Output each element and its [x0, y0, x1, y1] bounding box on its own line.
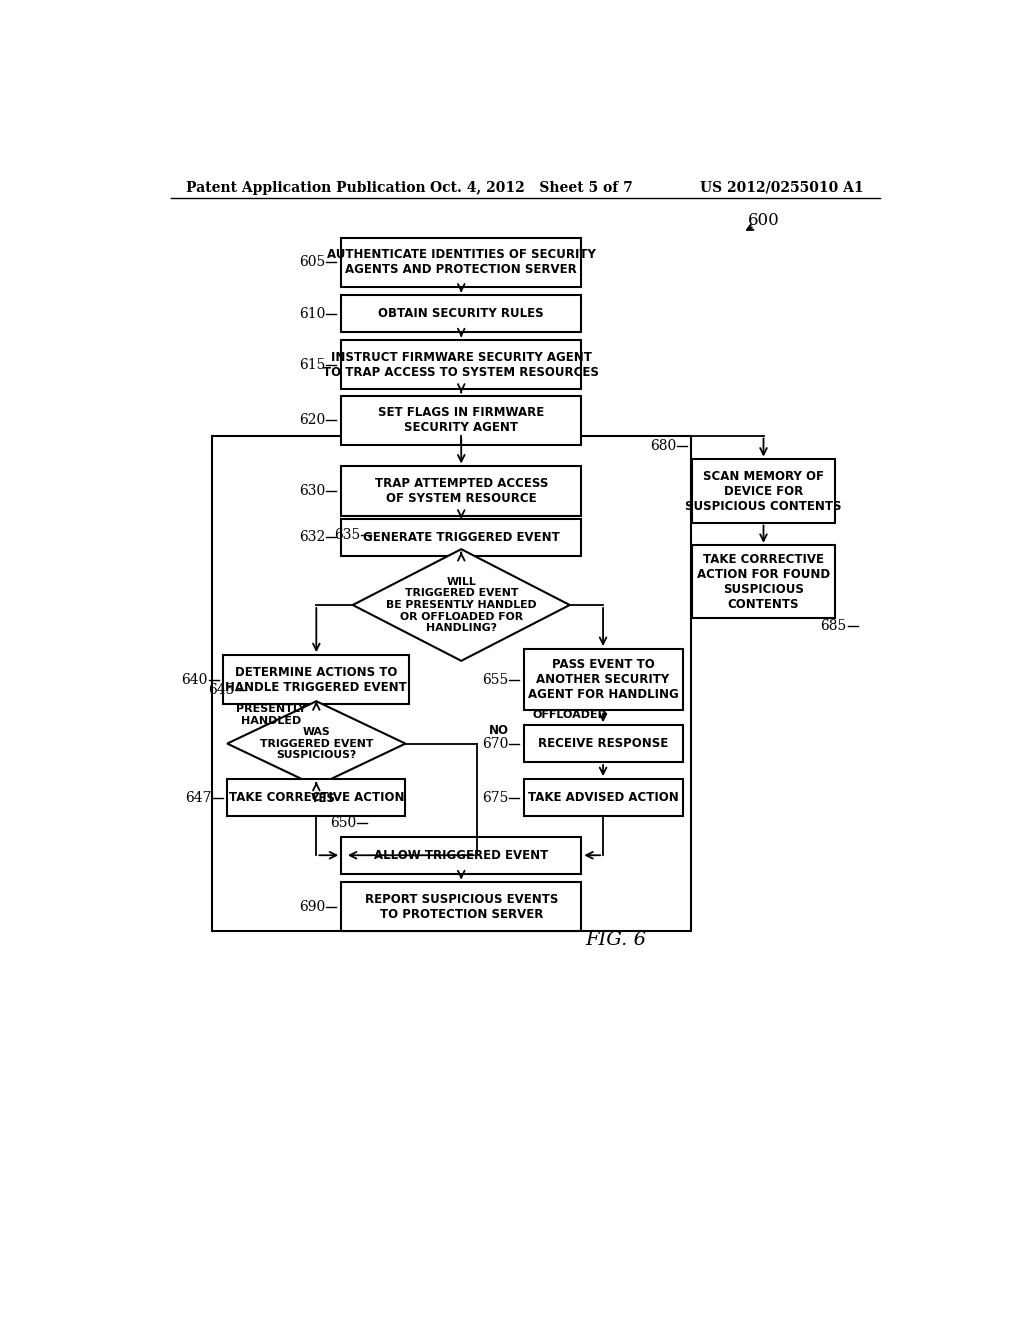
Polygon shape	[227, 701, 406, 785]
Text: NO: NO	[488, 725, 508, 738]
Text: 632: 632	[299, 531, 326, 544]
Text: GENERATE TRIGGERED EVENT: GENERATE TRIGGERED EVENT	[362, 531, 560, 544]
Text: 645: 645	[209, 684, 234, 697]
Text: 650: 650	[331, 816, 356, 830]
Text: FIG. 6: FIG. 6	[586, 931, 647, 949]
Text: ALLOW TRIGGERED EVENT: ALLOW TRIGGERED EVENT	[374, 849, 549, 862]
Text: DETERMINE ACTIONS TO
HANDLE TRIGGERED EVENT: DETERMINE ACTIONS TO HANDLE TRIGGERED EV…	[225, 665, 408, 694]
Text: YES: YES	[310, 792, 335, 805]
Text: 647: 647	[185, 791, 212, 804]
Text: 615: 615	[299, 358, 326, 372]
Text: TAKE ADVISED ACTION: TAKE ADVISED ACTION	[527, 791, 679, 804]
Text: WAS
TRIGGERED EVENT
SUSPICIOUS?: WAS TRIGGERED EVENT SUSPICIOUS?	[260, 727, 373, 760]
Text: SET FLAGS IN FIRMWARE
SECURITY AGENT: SET FLAGS IN FIRMWARE SECURITY AGENT	[378, 407, 545, 434]
Text: PASS EVENT TO
ANOTHER SECURITY
AGENT FOR HANDLING: PASS EVENT TO ANOTHER SECURITY AGENT FOR…	[527, 659, 679, 701]
Text: 670: 670	[481, 737, 508, 751]
FancyBboxPatch shape	[523, 779, 683, 816]
FancyBboxPatch shape	[341, 238, 582, 286]
Polygon shape	[352, 549, 569, 661]
Text: 630: 630	[299, 484, 326, 498]
Text: 675: 675	[481, 791, 508, 804]
Text: Oct. 4, 2012   Sheet 5 of 7: Oct. 4, 2012 Sheet 5 of 7	[430, 181, 633, 194]
Text: 635: 635	[334, 528, 360, 543]
Text: SCAN MEMORY OF
DEVICE FOR
SUSPICIOUS CONTENTS: SCAN MEMORY OF DEVICE FOR SUSPICIOUS CON…	[685, 470, 842, 512]
Text: OBTAIN SECURITY RULES: OBTAIN SECURITY RULES	[379, 308, 544, 321]
FancyBboxPatch shape	[523, 725, 683, 762]
FancyBboxPatch shape	[692, 459, 836, 523]
Text: TAKE CORRECTIVE ACTION: TAKE CORRECTIVE ACTION	[228, 791, 404, 804]
Text: OFFLOADED: OFFLOADED	[532, 710, 607, 721]
FancyBboxPatch shape	[341, 341, 582, 389]
Text: US 2012/0255010 A1: US 2012/0255010 A1	[700, 181, 863, 194]
Text: WILL
TRIGGERED EVENT
BE PRESENTLY HANDLED
OR OFFLOADED FOR
HANDLING?: WILL TRIGGERED EVENT BE PRESENTLY HANDLE…	[386, 577, 537, 634]
FancyBboxPatch shape	[341, 519, 582, 556]
Text: 690: 690	[299, 900, 326, 913]
Text: Patent Application Publication: Patent Application Publication	[186, 181, 426, 194]
Text: 640: 640	[181, 673, 208, 686]
FancyBboxPatch shape	[341, 396, 582, 445]
FancyBboxPatch shape	[523, 649, 683, 710]
Text: 605: 605	[299, 255, 326, 269]
FancyBboxPatch shape	[692, 545, 836, 619]
FancyBboxPatch shape	[227, 779, 406, 816]
FancyBboxPatch shape	[341, 296, 582, 333]
FancyBboxPatch shape	[223, 655, 410, 705]
Text: 600: 600	[748, 211, 779, 228]
FancyBboxPatch shape	[341, 882, 582, 932]
Text: REPORT SUSPICIOUS EVENTS
TO PROTECTION SERVER: REPORT SUSPICIOUS EVENTS TO PROTECTION S…	[365, 892, 558, 921]
Text: TRAP ATTEMPTED ACCESS
OF SYSTEM RESOURCE: TRAP ATTEMPTED ACCESS OF SYSTEM RESOURCE	[375, 477, 548, 506]
Text: 680: 680	[650, 438, 676, 453]
FancyBboxPatch shape	[341, 466, 582, 516]
Text: PRESENTLY
HANDLED: PRESENTLY HANDLED	[237, 705, 306, 726]
Text: 610: 610	[299, 308, 326, 321]
Text: 685: 685	[820, 619, 847, 632]
Text: INSTRUCT FIRMWARE SECURITY AGENT
TO TRAP ACCESS TO SYSTEM RESOURCES: INSTRUCT FIRMWARE SECURITY AGENT TO TRAP…	[324, 351, 599, 379]
Text: 620: 620	[299, 413, 326, 428]
Text: AUTHENTICATE IDENTITIES OF SECURITY
AGENTS AND PROTECTION SERVER: AUTHENTICATE IDENTITIES OF SECURITY AGEN…	[327, 248, 596, 276]
Text: 655: 655	[482, 673, 508, 686]
Text: RECEIVE RESPONSE: RECEIVE RESPONSE	[538, 737, 669, 750]
Text: TAKE CORRECTIVE
ACTION FOR FOUND
SUSPICIOUS
CONTENTS: TAKE CORRECTIVE ACTION FOR FOUND SUSPICI…	[697, 553, 830, 611]
FancyBboxPatch shape	[341, 837, 582, 874]
